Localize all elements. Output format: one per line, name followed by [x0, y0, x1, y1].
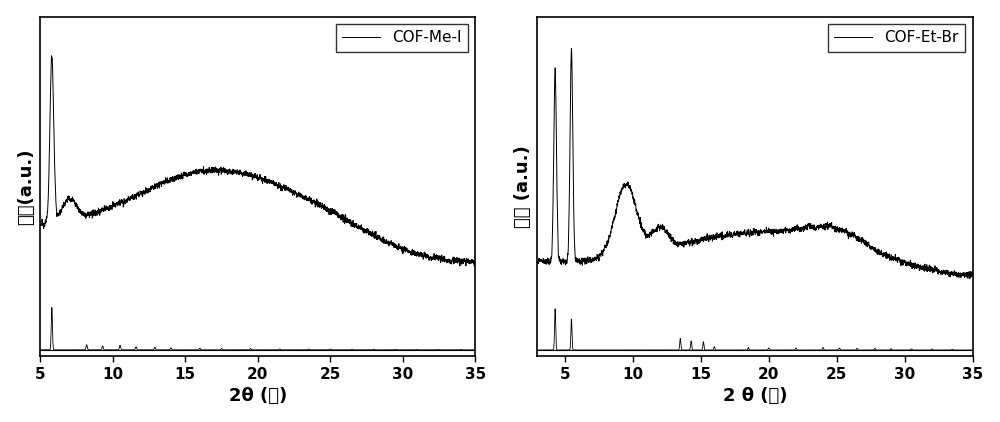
- COF-Me-I: [351, 222, 363, 227]
- COF-Et-Br: [848, 235, 860, 240]
- COF-Et-Br: [718, 234, 730, 239]
- X-axis label: 2θ (度): 2θ (度): [229, 387, 287, 406]
- Line: COF-Et-Br: COF-Et-Br: [537, 49, 973, 279]
- COF-Me-I: [34, 222, 46, 227]
- COF-Me-I: [46, 53, 58, 58]
- COF-Me-I: [241, 172, 253, 177]
- COF-Et-Br: [714, 232, 726, 237]
- COF-Et-Br: [967, 271, 979, 276]
- COF-Et-Br: [738, 231, 750, 236]
- COF-Et-Br: [964, 276, 976, 281]
- COF-Me-I: [469, 259, 481, 264]
- COF-Et-Br: [953, 271, 965, 276]
- COF-Me-I: [221, 168, 233, 173]
- COF-Et-Br: [932, 269, 944, 274]
- Line: COF-Me-I: COF-Me-I: [40, 56, 475, 266]
- COF-Me-I: [454, 263, 466, 268]
- COF-Me-I: [435, 260, 447, 265]
- COF-Et-Br: [566, 46, 578, 51]
- Legend: COF-Et-Br: COF-Et-Br: [828, 24, 965, 51]
- Y-axis label: 强度(a.u.): 强度(a.u.): [17, 148, 35, 225]
- Y-axis label: 强度 (a.u.): 强度 (a.u.): [514, 145, 532, 228]
- X-axis label: 2 θ (度): 2 θ (度): [723, 387, 787, 406]
- COF-Me-I: [217, 168, 229, 173]
- COF-Et-Br: [531, 259, 543, 264]
- COF-Me-I: [456, 258, 468, 263]
- Legend: COF-Me-I: COF-Me-I: [336, 24, 468, 51]
